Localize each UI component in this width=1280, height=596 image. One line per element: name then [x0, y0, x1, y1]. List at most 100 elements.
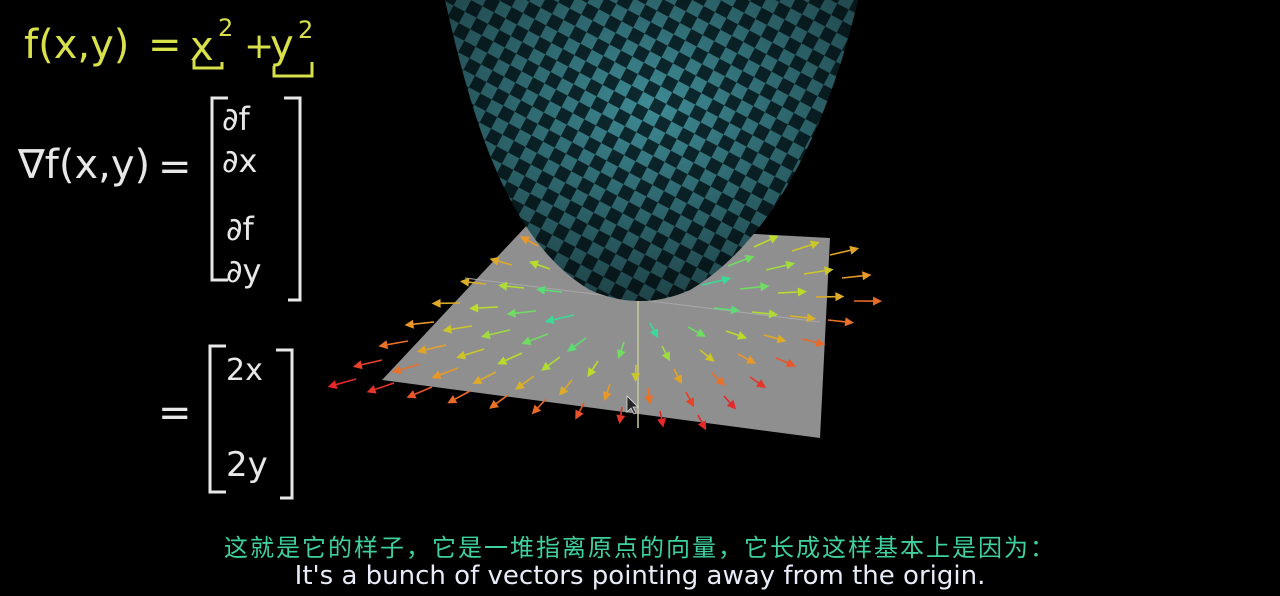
vector-arrow-shaft: [564, 379, 573, 390]
vector-arrow-shaft: [537, 398, 547, 409]
vector-arrow-head: [544, 315, 555, 325]
gradient-result: = 2x 2y: [158, 344, 294, 500]
gradient-right-bracket: [284, 96, 302, 302]
vector-arrow-head: [737, 331, 748, 340]
vector-arrow-head: [776, 334, 787, 344]
vector-arrow-shaft: [606, 383, 611, 393]
vector-arrow-shaft: [725, 330, 739, 337]
result-entry-2y: 2y: [226, 445, 268, 485]
vector-arrow-head: [745, 355, 756, 364]
vector-arrow-shaft: [751, 311, 770, 315]
vector-arrow-shaft: [699, 349, 709, 357]
vector-arrow-head: [352, 360, 363, 370]
vector-arrow-shaft: [451, 325, 473, 331]
mouse-cursor-icon: [626, 395, 639, 415]
vector-arrow-shaft: [515, 310, 537, 315]
vector-arrow-head: [844, 317, 855, 327]
x-underbracket: [192, 58, 224, 70]
x-base: x: [190, 24, 214, 70]
vector-arrow-head: [697, 420, 706, 431]
vector-arrow-head: [685, 397, 694, 408]
vector-arrow-shaft: [489, 329, 511, 336]
vector-arrow-head: [768, 309, 779, 319]
vector-arrow-head: [456, 350, 467, 360]
partial-y-den: ∂y: [226, 252, 261, 290]
vector-arrow-shaft: [414, 386, 433, 396]
vector-arrow-shaft: [649, 322, 655, 331]
vector-arrow-shaft: [685, 391, 691, 400]
partial-f-num-1: ∂f: [222, 100, 251, 138]
vector-arrow-shaft: [505, 352, 523, 362]
vector-arrow-head: [391, 365, 402, 375]
subtitle-english: It's a bunch of vectors pointing away fr…: [294, 561, 986, 591]
vector-arrow-shaft: [749, 376, 760, 384]
plus-sign: +: [244, 26, 274, 67]
vector-arrow-shaft: [578, 402, 585, 412]
vector-arrow-head: [587, 367, 597, 378]
result-equals: =: [158, 390, 192, 436]
vector-arrow-head: [824, 266, 834, 276]
vector-arrow-head: [797, 287, 807, 297]
vector-arrow-head: [744, 254, 755, 264]
vector-arrow-head: [631, 372, 641, 383]
vector-arrow-head: [497, 281, 508, 291]
vector-arrow-shaft: [335, 378, 357, 386]
vector-arrow-shaft: [727, 258, 747, 267]
vector-arrow-head: [535, 285, 546, 295]
vector-arrow-shaft: [439, 367, 459, 376]
vector-arrow-shaft: [803, 269, 825, 275]
vector-arrow-head: [721, 275, 732, 285]
vector-arrow-head: [575, 409, 584, 420]
vector-arrow-head: [616, 349, 626, 359]
vector-arrow-shaft: [789, 315, 808, 319]
vector-arrow-head: [541, 361, 551, 371]
vector-arrow-head: [815, 338, 826, 347]
vector-arrow-shaft: [527, 239, 539, 247]
vector-arrow-head: [756, 379, 767, 389]
vector-arrow-shaft: [659, 410, 663, 419]
vector-arrow-head: [567, 342, 577, 352]
vector-arrow-shaft: [361, 359, 383, 366]
gradient-left-bracket: [210, 96, 228, 282]
vector-arrow-head: [616, 414, 626, 425]
vector-arrow-head: [497, 356, 508, 365]
vector-arrow-shaft: [673, 368, 679, 377]
vector-arrow-shaft: [521, 375, 535, 386]
vector-arrow-shaft: [701, 279, 723, 286]
vector-arrow-head: [469, 303, 479, 313]
vector-arrow-head: [431, 370, 442, 380]
gradient-equals: =: [158, 144, 192, 190]
vector-arrow-shaft: [739, 285, 761, 290]
vector-arrow-shaft: [777, 291, 798, 294]
vector-arrow-shaft: [537, 263, 551, 270]
vector-arrow-head: [447, 395, 458, 404]
f-lhs: f(x,y): [24, 22, 129, 68]
partial-x-den: ∂x: [222, 142, 257, 180]
vector-arrow-head: [649, 328, 658, 339]
vector-arrow-head: [431, 298, 441, 308]
vector-arrow-head: [480, 330, 491, 340]
vector-arrow-head: [531, 404, 542, 415]
vector-arrow-shaft: [454, 390, 471, 400]
vector-arrow-shaft: [763, 334, 778, 340]
vector-arrow-shaft: [687, 326, 699, 334]
vector-arrow-shaft: [775, 357, 788, 364]
vector-arrow-shaft: [753, 238, 771, 248]
partial-f-num-2: ∂f: [226, 210, 255, 248]
vector-arrow-shaft: [801, 338, 817, 344]
vector-arrow-head: [602, 391, 612, 401]
vector-arrow-shaft: [573, 337, 587, 348]
gradient-definition: ∇f(x,y) = ∂f ∂x ∂f ∂y: [17, 96, 302, 302]
vector-arrow-head: [809, 240, 820, 250]
vector-arrow-shaft: [547, 356, 561, 367]
vector-arrow-shaft: [765, 264, 787, 271]
vector-arrow-head: [528, 260, 539, 269]
vector-arrow-shaft: [544, 289, 563, 293]
vector-arrow-shaft: [841, 274, 863, 279]
vector-arrow-shaft: [413, 321, 435, 326]
vector-arrow-head: [760, 282, 770, 292]
vector-arrow-shaft: [737, 353, 749, 361]
vector-arrow-head: [768, 235, 779, 244]
result-left-bracket: [208, 344, 226, 494]
